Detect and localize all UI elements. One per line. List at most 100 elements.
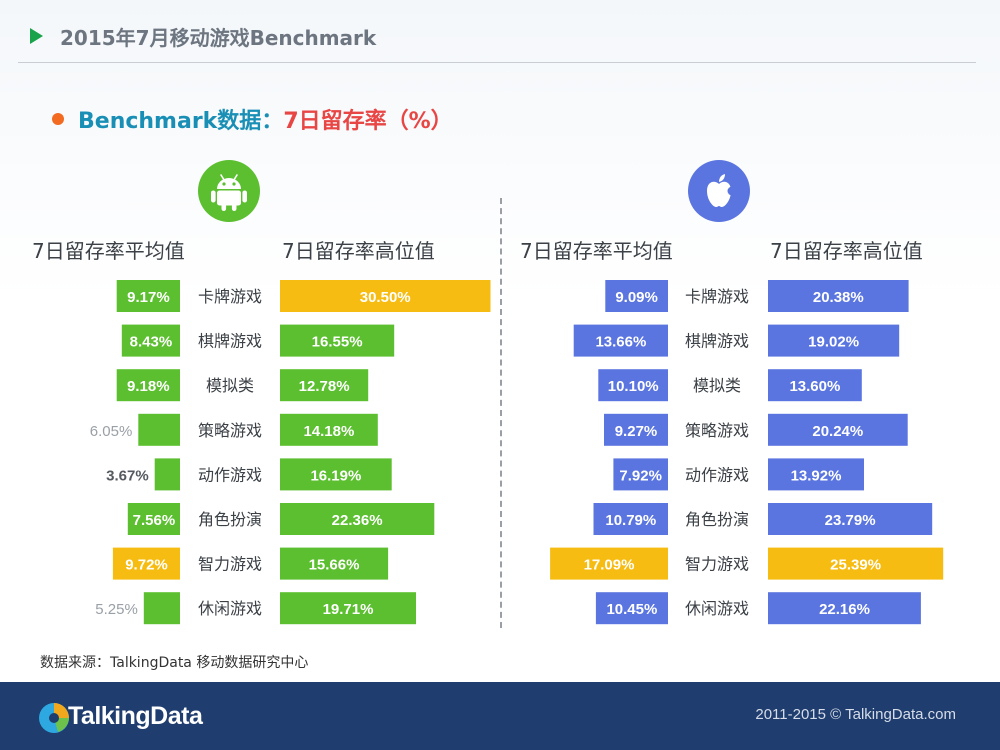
bar-ios-high-7 (768, 592, 921, 625)
android-icon (198, 160, 260, 222)
category-label-ios-2: 模拟类 (693, 376, 741, 395)
category-label-android-0: 卡牌游戏 (198, 287, 262, 306)
label-ios-high-6: 25.39% (830, 557, 881, 574)
page-header: 2015年7月移动游戏Benchmark (0, 0, 1000, 72)
label-android-high-0: 30.50% (360, 289, 411, 306)
bar-android-avg-3 (138, 413, 180, 446)
talkingdata-logo-icon (39, 703, 69, 733)
category-label-ios-5: 角色扮演 (685, 510, 749, 529)
label-ios-high-1: 19.02% (808, 334, 859, 351)
bar-ios-high-4 (768, 458, 864, 491)
bar-android-avg-0 (116, 280, 180, 312)
bar-ios-avg-4 (613, 458, 668, 491)
bar-ios-avg-5 (593, 503, 668, 535)
page-title: 2015年7月移动游戏Benchmark (60, 26, 377, 50)
bar-ios-avg-3 (604, 413, 668, 446)
label-android-avg-0: 9.17% (127, 289, 170, 306)
label-ios-high-0: 20.38% (813, 289, 864, 306)
bar-ios-high-6 (768, 547, 944, 580)
category-label-android-7: 休闲游戏 (198, 599, 262, 618)
bar-android-avg-4 (154, 458, 180, 491)
label-android-high-3: 14.18% (303, 423, 354, 440)
category-label-ios-1: 棋牌游戏 (685, 332, 749, 351)
label-android-high-2: 12.78% (299, 378, 350, 395)
label-android-avg-5: 7.56% (133, 512, 176, 529)
play-triangle-icon (30, 28, 43, 44)
ios-avg-header: 7日留存率平均值 (520, 239, 673, 263)
category-label-android-3: 策略游戏 (198, 421, 262, 440)
label-android-avg-3: 6.05% (90, 423, 133, 440)
label-ios-avg-7: 10.45% (606, 601, 657, 618)
bar-ios-high-3 (768, 413, 908, 446)
label-ios-avg-4: 7.92% (619, 467, 662, 484)
category-label-ios-3: 策略游戏 (685, 421, 749, 440)
label-ios-avg-1: 13.66% (595, 334, 646, 351)
ios-high-header: 7日留存率高位值 (770, 239, 923, 263)
label-android-high-6: 15.66% (309, 557, 360, 574)
bar-android-avg-5 (127, 503, 180, 535)
bar-ios-high-5 (768, 503, 933, 535)
bar-android-high-5 (280, 503, 435, 535)
bar-android-high-1 (280, 324, 395, 357)
bar-ios-avg-7 (595, 592, 668, 625)
label-ios-high-2: 13.60% (789, 378, 840, 395)
bar-ios-high-0 (768, 280, 909, 312)
subtitle-part2: 7日留存率（%） (283, 109, 453, 134)
bar-ios-avg-0 (605, 280, 668, 312)
bar-android-avg-6 (112, 547, 180, 580)
bar-android-high-4 (280, 458, 392, 491)
footer-brand: TalkingData (68, 702, 203, 730)
label-android-avg-2: 9.18% (127, 378, 170, 395)
bar-android-high-3 (280, 413, 378, 446)
label-android-high-1: 16.55% (312, 334, 363, 351)
label-ios-avg-5: 10.79% (605, 512, 656, 529)
android-avg-header: 7日留存率平均值 (32, 239, 185, 263)
category-label-ios-4: 动作游戏 (685, 465, 749, 484)
category-label-android-6: 智力游戏 (198, 555, 262, 574)
category-label-ios-6: 智力游戏 (685, 555, 749, 574)
label-android-high-5: 22.36% (332, 512, 383, 529)
bar-ios-high-2 (768, 369, 862, 402)
bar-ios-avg-2 (598, 369, 668, 402)
label-android-avg-1: 8.43% (130, 334, 173, 351)
footer-copyright: 2011-2015 © TalkingData.com (755, 706, 956, 723)
label-ios-avg-0: 9.09% (615, 289, 658, 306)
apple-icon (688, 160, 750, 222)
label-ios-avg-3: 9.27% (615, 423, 658, 440)
label-android-avg-6: 9.72% (125, 557, 168, 574)
label-ios-high-3: 20.24% (812, 423, 863, 440)
bar-android-avg-2 (116, 369, 180, 402)
bar-android-high-0 (280, 280, 491, 312)
label-android-high-7: 19.71% (323, 601, 374, 618)
subtitle-part1: Benchmark数据： (78, 109, 284, 134)
category-label-android-2: 模拟类 (206, 376, 254, 395)
label-android-avg-7: 5.25% (95, 601, 138, 618)
bar-android-high-2 (280, 369, 369, 402)
label-ios-high-7: 22.16% (819, 601, 870, 618)
label-ios-high-5: 23.79% (825, 512, 876, 529)
label-ios-high-4: 13.92% (791, 467, 842, 484)
data-source-note: 数据来源：TalkingData 移动数据研究中心 (40, 655, 309, 671)
platform-divider (500, 198, 502, 628)
bar-android-avg-1 (121, 324, 180, 357)
bar-android-high-7 (280, 592, 416, 625)
footer-bar: TalkingData 2011-2015 © TalkingData.com (0, 682, 1000, 750)
category-label-ios-0: 卡牌游戏 (685, 287, 749, 306)
label-android-high-4: 16.19% (310, 467, 361, 484)
label-android-avg-4: 3.67% (106, 467, 149, 484)
bullet-dot-icon (52, 113, 64, 125)
header-divider (18, 62, 976, 63)
bar-ios-avg-1 (573, 324, 668, 357)
category-label-android-1: 棋牌游戏 (198, 332, 262, 351)
bar-android-high-6 (280, 547, 389, 580)
android-high-header: 7日留存率高位值 (282, 239, 435, 263)
category-label-android-5: 角色扮演 (198, 510, 262, 529)
bar-ios-avg-6 (550, 547, 668, 580)
label-ios-avg-2: 10.10% (608, 378, 659, 395)
category-label-android-4: 动作游戏 (198, 465, 262, 484)
section-subtitle: Benchmark数据：7日留存率（%） (52, 103, 453, 135)
bar-ios-high-1 (768, 324, 900, 357)
bar-android-avg-7 (143, 592, 180, 625)
category-label-ios-7: 休闲游戏 (685, 599, 749, 618)
